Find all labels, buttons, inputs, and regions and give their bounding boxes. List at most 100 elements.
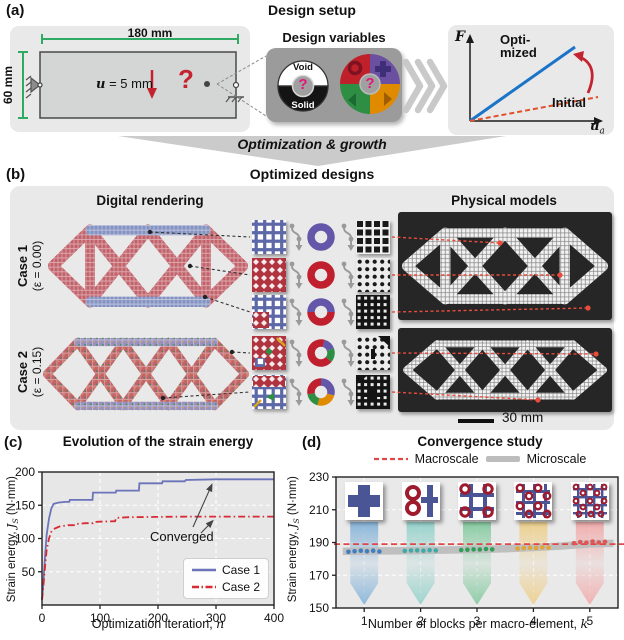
case1-block3-print bbox=[356, 295, 390, 329]
case2-block1-print bbox=[356, 336, 390, 370]
block-pattern-k3 bbox=[458, 482, 496, 520]
mapping-arrow-icon bbox=[289, 260, 303, 290]
displacement-arrow-icon bbox=[147, 70, 157, 99]
transition-label: Optimization & growth bbox=[237, 136, 387, 152]
height-dimension-label: 60 mm bbox=[1, 65, 15, 105]
svg-text:4: 4 bbox=[530, 614, 537, 628]
convergence-chart: 150 170 190 210 230 1 2 3 4 5 bbox=[309, 470, 624, 628]
mapping-arrow-icon bbox=[341, 222, 355, 252]
case1-label: Case 1 (ε = 0.00) bbox=[15, 240, 44, 292]
physical-models-header: Physical models bbox=[451, 193, 557, 208]
case1-block1-donut bbox=[307, 223, 335, 251]
probe-dot bbox=[204, 81, 210, 87]
case2-block1-swatch bbox=[252, 336, 286, 370]
panel-c-ylabel: Strain energy, JS (N·mm) bbox=[3, 476, 21, 603]
panel-d-xlabel: Number of blocks per macro-element, k bbox=[367, 616, 589, 631]
svg-text:200: 200 bbox=[148, 611, 168, 625]
panel-c-xlabel: Optimization iteration, n bbox=[91, 616, 225, 631]
blocks-question: ? bbox=[365, 75, 375, 92]
improvement-arrow-icon bbox=[573, 51, 594, 94]
svg-text:5: 5 bbox=[586, 614, 593, 628]
svg-text:230: 230 bbox=[309, 470, 329, 484]
unknown-question-mark: ? bbox=[178, 64, 194, 94]
panel-c-title: Evolution of the strain energy bbox=[62, 434, 254, 449]
microscale-band-sample bbox=[485, 456, 520, 462]
force-axis-label: F bbox=[455, 29, 465, 45]
svg-text:100: 100 bbox=[15, 532, 35, 546]
case1-block1-print bbox=[356, 220, 390, 254]
mapping-arrow-icon bbox=[289, 377, 303, 407]
optimized-line bbox=[469, 45, 576, 123]
block-pattern-k4 bbox=[514, 482, 552, 520]
plus-glyph bbox=[375, 61, 391, 77]
mapping-arrow-icon bbox=[341, 297, 355, 327]
design-domain-schematic bbox=[18, 34, 244, 119]
case2-line-sample bbox=[192, 585, 216, 589]
case2-block2-donut bbox=[307, 378, 335, 406]
case1-block3-swatch bbox=[252, 295, 286, 329]
ring-glyph bbox=[347, 60, 363, 76]
svg-text:190: 190 bbox=[309, 536, 329, 550]
mapping-arrow-icon bbox=[341, 260, 355, 290]
arrow-glyph-right bbox=[384, 92, 392, 106]
svg-text:170: 170 bbox=[309, 568, 329, 582]
scale-bar-label: 30 mm bbox=[502, 410, 544, 425]
block-pattern-k2 bbox=[402, 482, 440, 520]
initial-line bbox=[469, 96, 599, 122]
force-displacement-plot bbox=[466, 34, 603, 125]
svg-text:300: 300 bbox=[206, 611, 226, 625]
case1-block2-print bbox=[356, 258, 390, 292]
void-solid-icon: Void Solid ? bbox=[274, 57, 332, 115]
digital-rendering-header: Digital rendering bbox=[96, 193, 204, 208]
panel-c-tag: (c) bbox=[4, 434, 23, 451]
arrow-glyph-left bbox=[348, 93, 356, 107]
svg-text:0: 0 bbox=[39, 611, 46, 625]
case1-block2-donut bbox=[307, 261, 335, 289]
case2-label: Case 2 (ε = 0.15) bbox=[15, 346, 44, 398]
panel-b-title: Optimized designs bbox=[249, 166, 375, 182]
converged-annotation: Converged bbox=[150, 529, 214, 544]
case2-block2-swatch bbox=[252, 375, 286, 409]
design-variables-title: Design variables bbox=[282, 30, 386, 45]
optimized-label: Opti- mized bbox=[500, 32, 537, 60]
panel-c-legend: Case 1 Case 2 bbox=[183, 558, 270, 599]
mapping-arrow-icon bbox=[341, 377, 355, 407]
svg-text:3: 3 bbox=[474, 614, 481, 628]
svg-text:150: 150 bbox=[15, 498, 35, 512]
mapping-arrow-icon bbox=[289, 338, 303, 368]
panel-b-tag: (b) bbox=[6, 166, 26, 183]
mapping-arrow-icon bbox=[289, 222, 303, 252]
panel-d-title: Convergence study bbox=[417, 434, 543, 449]
case1-block1-swatch bbox=[252, 220, 286, 254]
panel-a-tag: (a) bbox=[6, 2, 25, 19]
process-chevrons-icon bbox=[402, 58, 448, 114]
block-pattern-k5 bbox=[571, 482, 609, 520]
scale-bar bbox=[458, 419, 494, 423]
case1-line-sample bbox=[192, 568, 216, 572]
displacement-label: u = 5 mm bbox=[96, 76, 153, 92]
width-dimension-label: 180 mm bbox=[127, 26, 173, 40]
block-pattern-k1 bbox=[345, 482, 383, 520]
case2-digital-truss bbox=[42, 330, 250, 418]
svg-text:200: 200 bbox=[15, 465, 35, 479]
mapping-arrow-icon bbox=[341, 338, 355, 368]
initial-label: Initial bbox=[552, 95, 586, 110]
svg-text:2: 2 bbox=[417, 614, 424, 628]
solid-label: Solid bbox=[291, 100, 315, 111]
void-solid-question: ? bbox=[298, 76, 308, 93]
legend-case2: Case 2 bbox=[192, 580, 260, 594]
case1-block2-swatch bbox=[252, 258, 286, 292]
void-label: Void bbox=[293, 62, 313, 73]
case1-photo bbox=[398, 212, 612, 320]
macroscale-line-sample bbox=[373, 457, 408, 461]
svg-text:150: 150 bbox=[309, 601, 329, 615]
panel-d-legend: Macroscale Microscale bbox=[355, 452, 605, 466]
pin-support-icon bbox=[25, 75, 43, 99]
svg-text:1: 1 bbox=[361, 614, 368, 628]
svg-text:50: 50 bbox=[22, 565, 36, 579]
panel-d-tag: (d) bbox=[302, 434, 322, 451]
svg-text:400: 400 bbox=[264, 611, 284, 625]
case1-block3-donut bbox=[307, 298, 335, 326]
panel-d-ylabel: Strain energy, JS (N·mm) bbox=[284, 476, 302, 603]
